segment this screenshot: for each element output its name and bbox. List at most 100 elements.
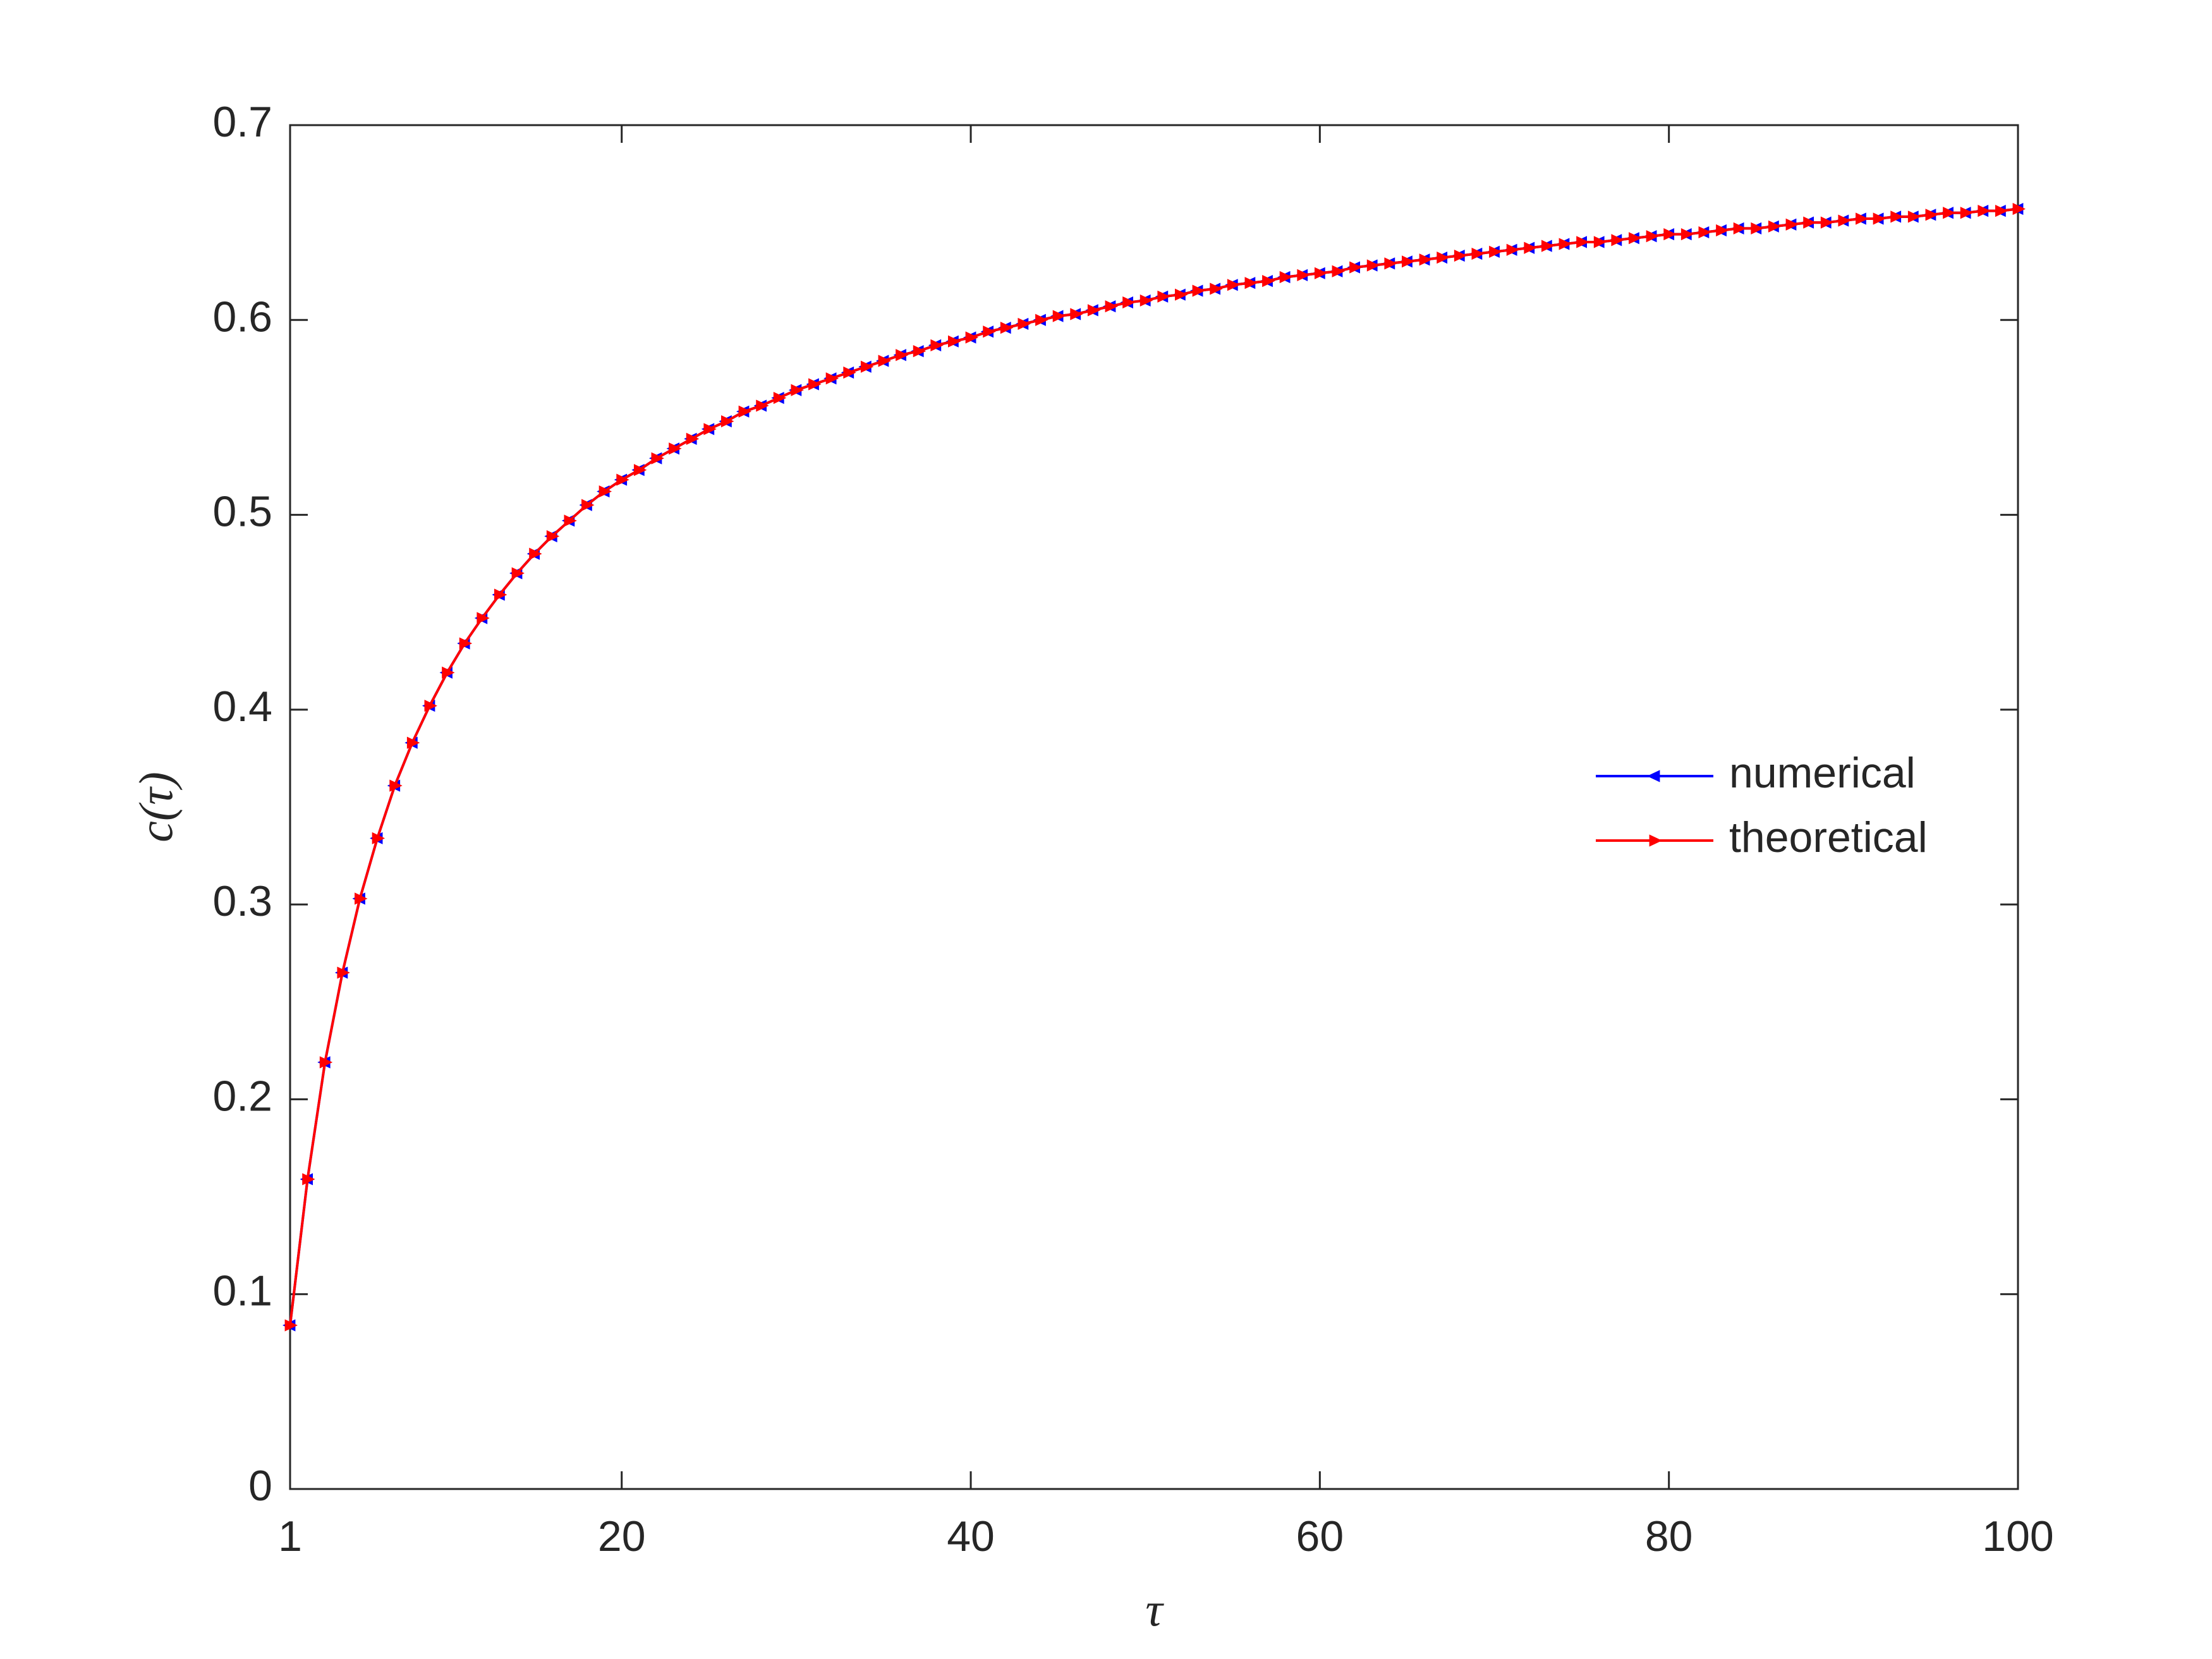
- y-tick-label: 0.1: [212, 1267, 272, 1315]
- data-point: [1698, 226, 1711, 239]
- x-tick-label: 40: [947, 1512, 995, 1560]
- data-point: [1506, 243, 1520, 256]
- data-point: [1000, 322, 1014, 334]
- data-point: [825, 372, 839, 385]
- data-point: [1943, 207, 1956, 219]
- data-point: [1751, 222, 1764, 234]
- data-point: [1629, 232, 1642, 245]
- x-tick-label: 60: [1296, 1512, 1344, 1560]
- data-point: [355, 892, 368, 905]
- x-tick-label: 100: [1982, 1512, 2053, 1560]
- data-point: [477, 612, 490, 624]
- data-point: [1454, 249, 1468, 262]
- data-point: [1210, 283, 1223, 295]
- data-point: [2012, 202, 2026, 216]
- data-point: [494, 588, 507, 601]
- data-point: [738, 405, 752, 418]
- data-point: [1035, 313, 1048, 326]
- data-point: [1611, 234, 1624, 246]
- data-point: [1680, 228, 1694, 241]
- data-point: [1856, 212, 1869, 225]
- data-point: [930, 339, 944, 351]
- data-point: [948, 335, 961, 348]
- data-point: [669, 442, 682, 455]
- data-point: [651, 452, 664, 465]
- data-point: [389, 779, 403, 792]
- data-point: [302, 1173, 315, 1186]
- y-tick-label: 0: [248, 1462, 272, 1510]
- data-point: [721, 415, 734, 428]
- data-point: [581, 499, 595, 511]
- data-point: [424, 700, 437, 712]
- data-point: [1402, 255, 1415, 268]
- data-point: [372, 832, 386, 844]
- legend-marker: [1647, 770, 1660, 782]
- x-tick-label: 1: [278, 1512, 302, 1560]
- data-point: [511, 567, 525, 580]
- data-point: [337, 966, 350, 979]
- data-point: [1524, 241, 1537, 254]
- data-point: [913, 345, 927, 358]
- data-point: [843, 366, 856, 379]
- data-point: [1663, 228, 1677, 241]
- data-point: [1175, 288, 1188, 301]
- data-point: [1541, 240, 1555, 252]
- data-point: [1279, 270, 1293, 284]
- legend-label: theoretical: [1729, 813, 1928, 861]
- y-tick-label: 0.5: [212, 488, 272, 536]
- data-point: [1960, 207, 1974, 219]
- data-point: [686, 432, 700, 445]
- data-point: [599, 485, 612, 498]
- x-axis-label: τ: [1145, 1583, 1164, 1636]
- data-point: [1978, 205, 1991, 217]
- data-point: [703, 423, 717, 435]
- data-point: [1733, 222, 1747, 234]
- legend-label: numerical: [1729, 749, 1916, 797]
- data-point: [791, 384, 804, 396]
- data-point: [1925, 209, 1938, 221]
- data-point: [1907, 210, 1921, 223]
- data-point: [546, 530, 560, 543]
- y-axis-label: c(τ): [130, 772, 183, 842]
- y-tick-label: 0.4: [212, 683, 272, 731]
- data-point: [1384, 257, 1397, 270]
- data-point: [442, 666, 455, 679]
- data-point: [319, 1056, 333, 1069]
- data-point: [564, 514, 577, 527]
- data-point: [1768, 220, 1782, 233]
- y-tick-label: 0.2: [212, 1072, 272, 1120]
- data-point: [1716, 224, 1729, 237]
- data-point: [808, 378, 822, 391]
- data-point: [1838, 214, 1851, 227]
- data-point: [406, 736, 420, 749]
- data-point: [1262, 275, 1275, 288]
- data-point: [1785, 218, 1799, 231]
- data-point: [1995, 205, 2008, 217]
- data-point: [1803, 216, 1816, 229]
- data-point: [756, 399, 769, 412]
- y-tick-label: 0.3: [212, 877, 272, 925]
- data-point: [1593, 236, 1607, 248]
- y-tick-label: 0.7: [212, 98, 272, 146]
- axes-box: [289, 124, 2019, 1490]
- data-point: [1820, 216, 1834, 229]
- data-point: [284, 1319, 298, 1332]
- data-point: [1349, 261, 1363, 274]
- data-point: [896, 349, 909, 362]
- data-point: [1244, 277, 1258, 289]
- y-tick-label: 0.6: [212, 293, 272, 341]
- data-point: [1890, 210, 1904, 223]
- data-point: [1227, 279, 1241, 291]
- data-point: [1105, 300, 1118, 313]
- data-point: [1646, 230, 1660, 243]
- data-point: [965, 331, 979, 344]
- x-tick-label: 20: [598, 1512, 646, 1560]
- data-point: [616, 473, 629, 486]
- data-point: [1366, 259, 1380, 272]
- data-point: [529, 547, 542, 560]
- data-point: [1437, 252, 1450, 264]
- data-point: [1018, 317, 1031, 331]
- data-point: [1471, 247, 1485, 260]
